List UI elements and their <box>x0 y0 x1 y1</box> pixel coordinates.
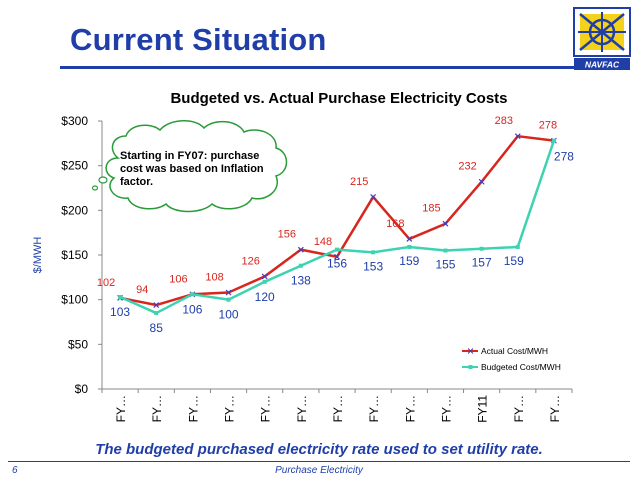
y-tick-label: $300 <box>61 114 88 128</box>
budgeted-data-label: 100 <box>219 308 239 322</box>
actual-data-label: 102 <box>97 277 115 289</box>
x-tick-label: FY… <box>114 395 128 422</box>
x-tick-label: FY11 <box>476 395 490 423</box>
actual-cost-point <box>225 289 232 296</box>
slide-number: 6 <box>12 465 18 476</box>
budgeted-data-label: 85 <box>150 321 164 335</box>
slide-caption: The budgeted purchased electricity rate … <box>95 441 543 458</box>
x-tick-label: FY… <box>331 395 345 422</box>
budgeted-data-label: 103 <box>110 305 130 319</box>
legend-actual-marker <box>467 348 474 354</box>
actual-data-label: 156 <box>278 229 296 241</box>
x-tick-label: FY… <box>367 395 381 422</box>
budgeted-data-label: 106 <box>182 302 202 316</box>
budgeted-cost-point <box>118 294 123 299</box>
budgeted-cost-point <box>154 311 159 316</box>
budgeted-data-label: 159 <box>399 254 419 268</box>
x-tick-label: FY… <box>512 395 526 422</box>
budgeted-data-label: 153 <box>363 259 383 273</box>
chart-title: Budgeted vs. Actual Purchase Electricity… <box>170 90 508 107</box>
y-axis-title: $/MWH <box>32 237 44 274</box>
legend-actual-label: Actual Cost/MWH <box>481 346 548 356</box>
annotation-cloud <box>105 120 288 213</box>
actual-cost-point <box>478 178 485 185</box>
y-tick-label: $50 <box>68 337 88 351</box>
annotation-text: Starting in FY07: purchase cost was base… <box>120 150 264 188</box>
budgeted-cost-point <box>443 248 448 253</box>
budgeted-cost-point <box>298 263 303 268</box>
budgeted-data-label: 159 <box>504 254 524 268</box>
budgeted-data-label: 155 <box>435 258 455 272</box>
x-tick-label: FY… <box>223 395 237 422</box>
y-tick-label: $250 <box>61 159 88 173</box>
actual-data-label: 283 <box>495 115 513 127</box>
budgeted-cost-point <box>371 250 376 255</box>
budgeted-cost-point <box>407 244 412 249</box>
actual-cost-point <box>297 246 304 253</box>
y-tick-label: $0 <box>75 382 89 396</box>
actual-data-label: 278 <box>539 120 557 132</box>
budgeted-cost-point <box>226 297 231 302</box>
footer-text: Purchase Electricity <box>275 465 363 476</box>
annotation-cloud-bubble <box>91 185 99 191</box>
budgeted-cost-point <box>335 247 339 252</box>
actual-data-label: 232 <box>458 161 476 173</box>
budgeted-cost-point <box>515 244 520 249</box>
actual-cost-point <box>334 253 340 260</box>
actual-cost-point <box>442 220 449 227</box>
slide-title: Current Situation <box>70 22 327 57</box>
x-tick-label: FY… <box>259 395 273 422</box>
budgeted-data-label: 157 <box>472 256 492 270</box>
actual-data-label: 168 <box>386 218 404 230</box>
x-tick-label: FY… <box>548 395 562 422</box>
actual-cost-point <box>153 302 160 308</box>
budgeted-data-label: 120 <box>255 290 275 304</box>
x-tick-label: FY… <box>150 395 164 422</box>
budgeted-data-label: 156 <box>327 257 347 271</box>
title-divider <box>60 66 618 69</box>
budgeted-cost-point <box>262 279 267 284</box>
budgeted-data-label: 278 <box>554 150 574 164</box>
budgeted-cost-point <box>190 292 195 297</box>
legend-budgeted-marker <box>468 365 473 369</box>
y-tick-label: $100 <box>61 293 88 307</box>
x-tick-label: FY… <box>295 395 309 422</box>
x-tick-label: FY… <box>186 395 200 422</box>
actual-data-label: 94 <box>136 284 148 296</box>
footer-divider <box>8 461 630 462</box>
legend-budgeted-label: Budgeted Cost/MWH <box>481 362 561 372</box>
actual-data-label: 185 <box>422 203 440 215</box>
annotation-text-box: Starting in FY07: purchase cost was base… <box>120 150 264 188</box>
x-tick-label: FY… <box>439 395 453 422</box>
annotation-cloud-bubble <box>98 176 108 184</box>
y-tick-label: $150 <box>61 248 88 262</box>
x-tick-label: FY… <box>403 395 417 422</box>
actual-data-label: 148 <box>314 236 332 248</box>
logo-text: NAVFAC <box>585 60 620 70</box>
actual-data-label: 106 <box>169 273 187 285</box>
actual-cost-point <box>514 133 521 140</box>
actual-cost-point <box>261 273 268 280</box>
actual-cost-point <box>406 235 413 242</box>
budgeted-data-label: 138 <box>291 274 311 288</box>
actual-cost-point <box>370 194 377 200</box>
y-tick-label: $200 <box>61 203 88 217</box>
navfac-logo: NAVFAC <box>573 7 631 70</box>
budgeted-cost-point <box>551 138 556 143</box>
budgeted-cost-point <box>479 246 484 251</box>
actual-data-label: 108 <box>205 272 223 284</box>
actual-data-label: 215 <box>350 176 368 188</box>
actual-data-label: 126 <box>242 255 260 267</box>
